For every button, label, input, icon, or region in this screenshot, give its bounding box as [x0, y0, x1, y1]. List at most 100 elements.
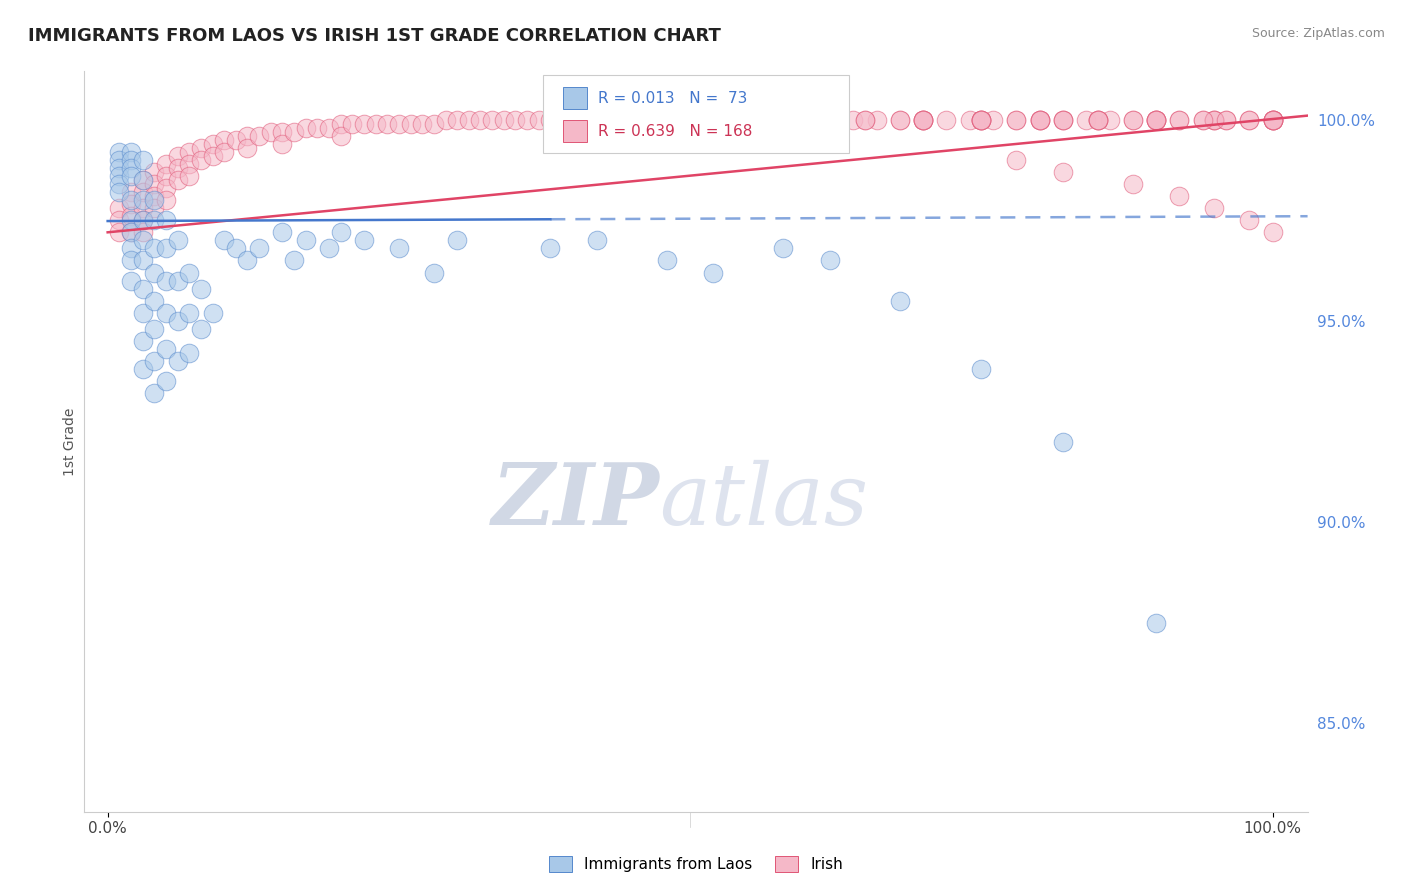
Text: ZIP: ZIP — [492, 459, 659, 542]
Point — [796, 112, 818, 127]
Point — [457, 112, 479, 127]
Point — [225, 241, 247, 255]
Point — [423, 266, 446, 280]
Point — [644, 112, 666, 127]
Point — [1052, 112, 1074, 127]
Point — [1204, 112, 1226, 127]
Point — [1191, 112, 1213, 127]
Point — [108, 201, 131, 215]
FancyBboxPatch shape — [562, 87, 588, 109]
Point — [1005, 112, 1028, 127]
Point — [1191, 112, 1213, 127]
Point — [538, 112, 561, 127]
Point — [609, 112, 631, 127]
Point — [749, 112, 772, 127]
Point — [166, 274, 188, 288]
Point — [120, 241, 142, 255]
Point — [889, 112, 911, 127]
Point — [247, 128, 270, 143]
Point — [131, 213, 153, 227]
Point — [225, 133, 247, 147]
Point — [959, 112, 981, 127]
Point — [527, 112, 550, 127]
Point — [889, 293, 911, 308]
Text: Source: ZipAtlas.com: Source: ZipAtlas.com — [1251, 27, 1385, 40]
Point — [679, 112, 702, 127]
Point — [236, 141, 259, 155]
Point — [598, 112, 620, 127]
Point — [1204, 112, 1226, 127]
Point — [155, 193, 177, 207]
Point — [633, 112, 655, 127]
Point — [143, 189, 166, 203]
Point — [108, 177, 131, 191]
Point — [492, 112, 515, 127]
Point — [1261, 112, 1284, 127]
Point — [190, 153, 212, 167]
Point — [679, 112, 702, 127]
Point — [108, 153, 131, 167]
Point — [179, 266, 201, 280]
Point — [179, 145, 201, 159]
Point — [212, 145, 235, 159]
Point — [388, 241, 411, 255]
Point — [120, 153, 142, 167]
Point — [772, 112, 794, 127]
Point — [179, 157, 201, 171]
Point — [481, 112, 503, 127]
Point — [1168, 112, 1191, 127]
Point — [166, 161, 188, 175]
Point — [1239, 213, 1261, 227]
Point — [108, 225, 131, 239]
Point — [108, 161, 131, 175]
Point — [1261, 112, 1284, 127]
Point — [143, 266, 166, 280]
Point — [970, 112, 993, 127]
Legend: Immigrants from Laos, Irish: Immigrants from Laos, Irish — [543, 850, 849, 878]
Point — [796, 112, 818, 127]
Point — [551, 112, 574, 127]
Point — [318, 120, 340, 135]
Point — [166, 314, 188, 328]
Point — [131, 193, 153, 207]
Point — [889, 112, 911, 127]
Point — [271, 125, 294, 139]
Point — [329, 225, 352, 239]
Point — [131, 334, 153, 348]
Point — [1144, 112, 1167, 127]
Point — [212, 233, 235, 247]
Point — [702, 112, 724, 127]
Point — [1261, 225, 1284, 239]
Point — [668, 112, 690, 127]
Point — [912, 112, 935, 127]
Point — [818, 253, 841, 268]
Point — [155, 213, 177, 227]
Point — [737, 112, 759, 127]
Point — [120, 185, 142, 199]
Point — [155, 342, 177, 356]
Point — [970, 362, 993, 376]
Text: R = 0.639   N = 168: R = 0.639 N = 168 — [598, 124, 752, 139]
Point — [1204, 201, 1226, 215]
Point — [399, 117, 422, 131]
Point — [108, 145, 131, 159]
Point — [120, 169, 142, 183]
Point — [912, 112, 935, 127]
Point — [131, 213, 153, 227]
Point — [294, 233, 316, 247]
Point — [271, 225, 294, 239]
Point — [329, 117, 352, 131]
Point — [155, 274, 177, 288]
Point — [120, 274, 142, 288]
Point — [143, 293, 166, 308]
Point — [737, 112, 759, 127]
Point — [143, 165, 166, 179]
Point — [620, 112, 643, 127]
Point — [271, 136, 294, 151]
Point — [179, 169, 201, 183]
Point — [853, 112, 876, 127]
Point — [1144, 112, 1167, 127]
Point — [318, 241, 340, 255]
Point — [155, 181, 177, 195]
Point — [586, 112, 609, 127]
